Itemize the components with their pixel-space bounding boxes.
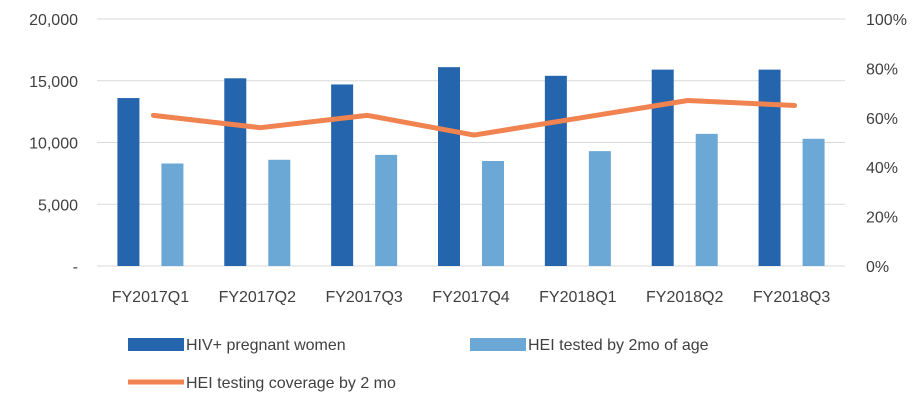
right-tick-label: 20% [866,210,898,227]
category-label: FY2017Q3 [325,289,402,306]
left-tick-label: 15,000 [29,74,78,91]
legend: HIV+ pregnant women HEI tested by 2mo of … [128,337,709,392]
legend-swatch [128,338,184,351]
series-line [150,98,798,138]
category-label: FY2017Q4 [432,289,509,306]
bars-group [117,67,825,266]
category-label: FY2018Q1 [539,289,616,306]
legend-label: HEI tested by 2mo of age [528,337,709,354]
right-tick-label: 100% [866,12,907,29]
bar [375,154,398,266]
category-label: FY2017Q2 [219,289,296,306]
right-tick-label: 60% [866,111,898,128]
bar [331,84,354,266]
bar [482,161,504,266]
category-label: FY2018Q3 [753,289,830,306]
bar [758,69,781,266]
legend-swatch [470,338,526,351]
right-tick-label: 40% [866,160,898,177]
category-axis: FY2017Q1 FY2017Q2 FY2017Q3 FY2017Q4 FY2018Q1… [112,289,831,306]
bar [268,159,291,266]
right-tick-label: 80% [866,61,898,78]
left-tick-label: - [73,259,78,276]
line-group [150,98,798,138]
legend-label: HIV+ pregnant women [186,337,346,354]
left-axis: - 5,000 10,000 15,000 20,000 [29,12,78,276]
category-label: FY2018Q2 [646,289,723,306]
bar [802,138,825,266]
bar [651,69,674,266]
legend-label: HEI testing coverage by 2 mo [186,375,396,392]
right-axis: 0% 20% 40% 60% 80% 100% [866,12,907,276]
right-tick-label: 0% [866,259,889,276]
bar [438,67,460,266]
gridlines [97,18,845,267]
left-tick-label: 10,000 [29,136,78,153]
bar [224,78,247,266]
bar [544,75,567,266]
bar [695,133,718,266]
bar [117,98,140,266]
left-tick-label: 5,000 [38,197,78,214]
category-label: FY2017Q1 [112,289,189,306]
left-tick-label: 20,000 [29,12,78,29]
bar [588,151,611,266]
bar [161,163,184,266]
